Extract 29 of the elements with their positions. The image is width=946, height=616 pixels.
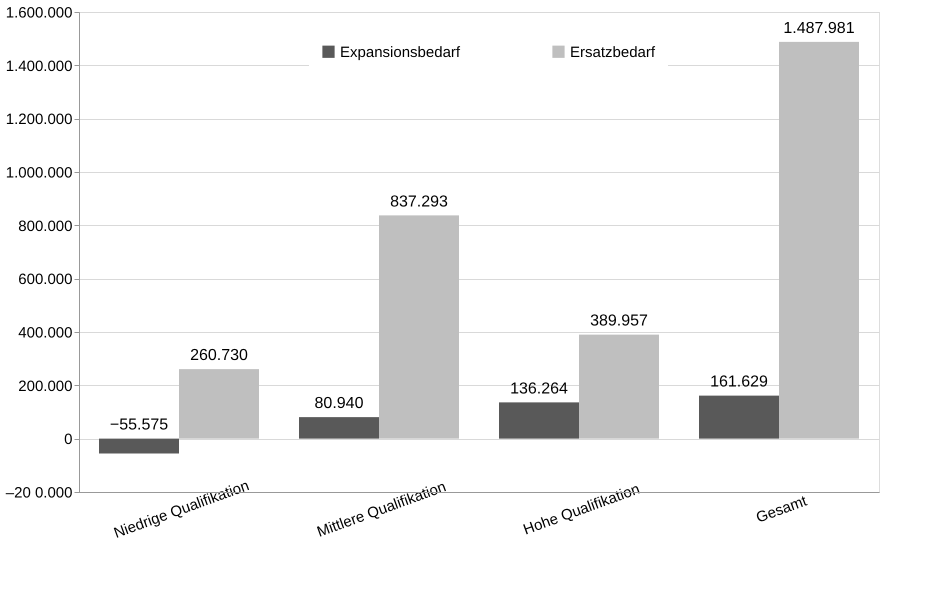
y-tick-label: 1.000.000 xyxy=(6,164,72,182)
y-tick-label: 800.000 xyxy=(18,218,72,235)
bar xyxy=(179,369,259,439)
data-label: 136.264 xyxy=(510,380,568,398)
bar xyxy=(779,42,859,439)
y-tick-label: 1.200.000 xyxy=(6,111,72,128)
data-label: 161.629 xyxy=(710,374,768,391)
y-tick-label: 200.000 xyxy=(18,378,72,395)
data-label: 260.730 xyxy=(190,347,248,364)
legend-label: Ersatzbedarf xyxy=(570,44,656,61)
data-label: 80.940 xyxy=(314,395,364,412)
y-tick-label: –20 0.000 xyxy=(6,484,72,502)
bar xyxy=(499,402,579,439)
bar xyxy=(99,438,179,454)
y-tick-label: 0 xyxy=(64,431,72,448)
y-tick-label: 1.600.000 xyxy=(6,4,72,22)
bar xyxy=(699,396,779,439)
legend-label: Expansionsbedarf xyxy=(340,44,461,61)
bar xyxy=(379,215,459,439)
data-label: 837.293 xyxy=(390,193,448,210)
bar xyxy=(579,334,659,439)
y-tick-label: 400.000 xyxy=(18,324,72,342)
data-label: 1.487.981 xyxy=(783,20,855,37)
data-label: −55.575 xyxy=(110,416,168,434)
y-tick-label: 1.400.000 xyxy=(6,58,72,75)
x-tick-label: Gesamt xyxy=(754,492,810,527)
y-tick-label: 600.000 xyxy=(18,271,72,288)
bar xyxy=(299,417,379,439)
data-label: 389.957 xyxy=(590,312,648,330)
